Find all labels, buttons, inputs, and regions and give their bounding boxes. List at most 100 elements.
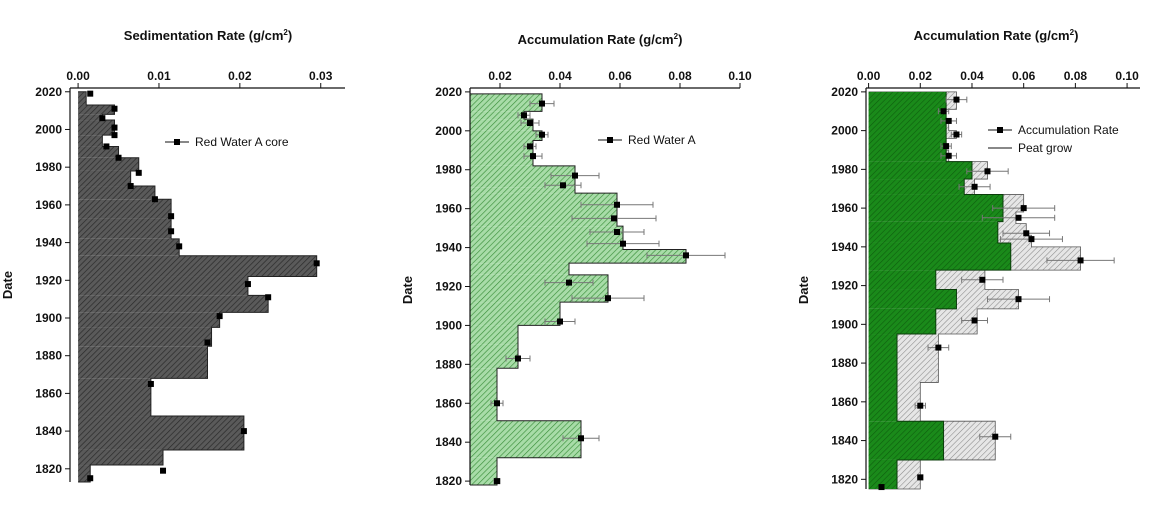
data-point [539,131,545,138]
data-point [557,318,563,325]
y-tick-label: 1960 [435,202,462,216]
data-point [115,154,122,161]
step-bar [78,295,269,313]
data-point [578,435,584,442]
panel-title-main: Accumulation Rate (g/cm [518,32,674,47]
peat-bar [868,270,936,290]
data-point [527,143,533,150]
data-point [313,260,320,267]
data-point [539,100,545,107]
y-axis-label: Date [400,276,415,304]
data-point [1077,257,1084,264]
panel-title-main: Sedimentation Rate (g/cm [124,28,284,43]
data-point [494,400,500,407]
panel-title-end: ) [678,32,682,47]
step-bar [470,165,575,188]
data-point [917,402,924,409]
y-tick-label: 1920 [35,273,62,287]
data-point [87,475,94,482]
data-point [605,295,611,302]
y-tick-label: 1820 [35,462,62,476]
step-bar [470,263,569,275]
y-tick-label: 1900 [831,317,858,331]
peat-bar [868,334,898,422]
data-point [521,112,527,119]
x-tick-label: 0.00 [857,69,881,83]
peat-bar [868,221,998,243]
data-point [244,281,251,288]
panel-sedimentation-rate: Sedimentation Rate (g/cm2) 0.00 0.01 0.02 0… [0,28,345,483]
step-bar [78,146,119,158]
y-tick-label: 1840 [435,435,462,449]
data-point [1015,296,1022,303]
panel-accumulation-rate-peat: Accumulation Rate (g/cm2) 0.00 0.02 0.04 0.… [796,28,1140,491]
step-bar [470,226,623,250]
step-bar [78,465,91,482]
x-tick-label: 0.10 [1115,69,1139,83]
y-tick-label: 1960 [35,198,62,212]
data-point [160,467,167,474]
step-bar [470,344,518,369]
y-tick-label: 1900 [35,311,62,325]
y-tick-label: 1940 [831,240,858,254]
data-point [168,213,175,220]
legend-label: Red Water A [628,133,696,147]
data-point [204,339,211,346]
step-bar [78,218,172,239]
step-bar [78,312,220,328]
y-tick-label: 1860 [831,395,858,409]
x-tick-label: 0.04 [548,69,572,83]
y-tick-label: 1820 [435,474,462,488]
data-point [611,215,617,222]
data-point [953,131,960,138]
data-point [1023,230,1030,237]
data-point [945,152,952,159]
step-outline [470,93,687,486]
step-bar [470,111,524,120]
step-bar [78,327,212,347]
y-tick-label: 1880 [435,357,462,371]
panel-title: Accumulation Rate (g/cm2) [518,32,683,47]
step-bar [78,186,155,200]
data-point [953,96,960,103]
data-point [971,183,978,190]
step-bar [78,238,180,256]
y-tick-label: 1880 [35,349,62,363]
step-bar [470,420,581,458]
y-tick-label: 1960 [831,201,858,215]
data-point [945,117,952,124]
legend-label: Peat grow [1018,141,1072,155]
data-point [494,478,500,485]
legend-marker [997,127,1003,133]
data-point [515,355,521,362]
y-tick-label: 2000 [35,122,62,136]
peat-bar [868,194,1003,222]
panel-title-sup: 2 [674,32,679,41]
x-tick-label: 0.06 [1012,69,1036,83]
data-point [135,169,142,176]
x-tick-label: 0.02 [488,69,512,83]
data-point [878,484,885,491]
data-point [917,474,924,481]
data-point [216,313,223,320]
y-tick-label: 1880 [831,356,858,370]
panel-title-main: Accumulation Rate (g/cm [914,28,1070,43]
step-bar [78,199,172,219]
step-bar [78,378,151,417]
data-point [984,168,991,175]
step-bar [78,170,131,187]
step-bar [470,249,686,264]
peat-bar [868,308,936,335]
data-point [614,201,620,208]
data-point [1020,205,1027,212]
data-point [168,228,175,235]
data-point [683,252,689,259]
peat-bar [868,242,1011,271]
x-tick-label: 0.02 [909,69,933,83]
y-tick-label: 1920 [831,279,858,293]
step-bar [470,325,518,345]
x-tick-label: 0.08 [1064,69,1088,83]
peat-bar [868,161,972,180]
panel-accumulation-rate: Accumulation Rate (g/cm2) 0.02 0.04 0.06 0.… [400,32,752,488]
step-bar [78,114,103,121]
